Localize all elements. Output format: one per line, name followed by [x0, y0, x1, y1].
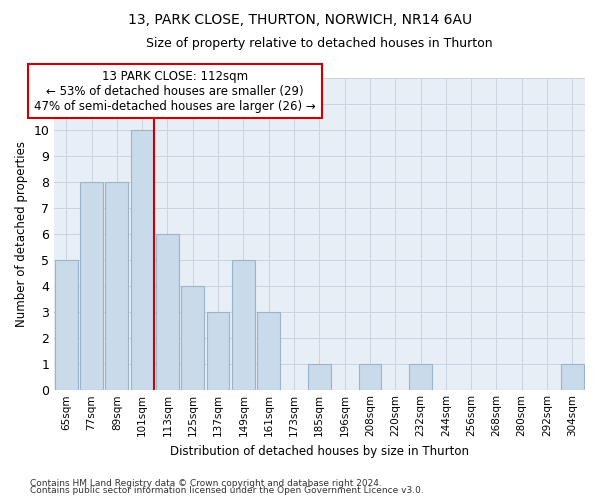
Bar — [181, 286, 204, 390]
Bar — [232, 260, 255, 390]
Bar — [80, 182, 103, 390]
Text: 13, PARK CLOSE, THURTON, NORWICH, NR14 6AU: 13, PARK CLOSE, THURTON, NORWICH, NR14 6… — [128, 12, 472, 26]
Text: Contains public sector information licensed under the Open Government Licence v3: Contains public sector information licen… — [30, 486, 424, 495]
Text: Contains HM Land Registry data © Crown copyright and database right 2024.: Contains HM Land Registry data © Crown c… — [30, 478, 382, 488]
Bar — [561, 364, 584, 390]
Bar — [206, 312, 229, 390]
Y-axis label: Number of detached properties: Number of detached properties — [15, 141, 28, 327]
Title: Size of property relative to detached houses in Thurton: Size of property relative to detached ho… — [146, 38, 493, 51]
Bar — [106, 182, 128, 390]
Bar — [55, 260, 77, 390]
Bar — [257, 312, 280, 390]
Bar — [409, 364, 432, 390]
Bar — [359, 364, 381, 390]
Bar — [308, 364, 331, 390]
Bar — [156, 234, 179, 390]
Bar — [131, 130, 154, 390]
X-axis label: Distribution of detached houses by size in Thurton: Distribution of detached houses by size … — [170, 444, 469, 458]
Text: 13 PARK CLOSE: 112sqm
← 53% of detached houses are smaller (29)
47% of semi-deta: 13 PARK CLOSE: 112sqm ← 53% of detached … — [34, 70, 316, 112]
